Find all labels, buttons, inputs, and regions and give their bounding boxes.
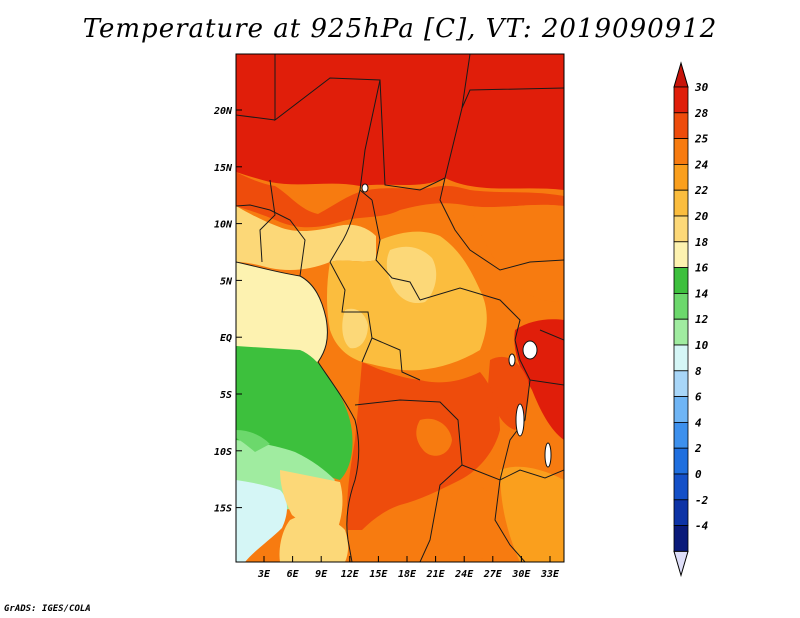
colorbar-segment xyxy=(673,396,689,423)
lat-tick-label: 20N xyxy=(213,106,233,117)
lat-tick-label: 10N xyxy=(214,220,233,231)
colorbar-segment xyxy=(673,86,689,114)
colorbar-segment xyxy=(673,241,689,269)
lat-tick-label: 10S xyxy=(214,447,232,458)
lon-tick-label: 12E xyxy=(341,569,360,580)
colorbar-segment xyxy=(673,163,689,191)
lon-tick-label: 27E xyxy=(483,569,503,580)
country-borders xyxy=(236,54,564,562)
lat-tick-label: 15S xyxy=(214,504,232,515)
colorbar-segment xyxy=(673,215,689,243)
colorbar-label: 6 xyxy=(695,391,702,404)
lon-tick-label: 3E xyxy=(257,569,271,580)
lon-tick-label: 24E xyxy=(454,569,474,580)
colorbar-segment xyxy=(673,447,689,475)
lakes xyxy=(361,183,552,468)
lat-tick-label: EQ xyxy=(220,333,232,344)
chart-title: Temperature at 925hPa [C], VT: 201909091… xyxy=(82,14,718,44)
lon-tick-label: 18E xyxy=(398,569,417,580)
colorbar-segment xyxy=(673,189,689,217)
colorbar-label: 28 xyxy=(694,107,709,120)
colorbar-segment xyxy=(673,473,689,501)
latitude-axis: 20N 15N 10N 5N EQ 5S 10S 15S xyxy=(213,106,242,515)
colorbar-label: 2 xyxy=(694,442,702,455)
colorbar-label: 22 xyxy=(694,184,709,197)
colorbar-label: 18 xyxy=(695,236,709,249)
colorbar-label: 12 xyxy=(695,313,709,326)
colorbar-label: -2 xyxy=(695,494,709,507)
lon-tick-label: 6E xyxy=(287,569,300,580)
colorbar-segment xyxy=(673,292,689,320)
colorbar-label: 8 xyxy=(695,365,702,378)
colorbar-label: 25 xyxy=(694,133,709,146)
colorbar-top-arrow xyxy=(673,61,689,88)
temperature-field xyxy=(236,54,564,562)
map-frame xyxy=(235,53,565,563)
lat-tick-label: 5N xyxy=(220,276,233,287)
colorbar-segment xyxy=(673,370,689,397)
colorbar-segment xyxy=(673,499,689,526)
colorbar-label: 10 xyxy=(695,339,709,352)
colorbar-label: 24 xyxy=(694,158,709,171)
colorbar-segment xyxy=(673,344,689,372)
longitude-axis: 3E 6E 9E 12E 15E 18E 21E 24E 27E 30E 33E xyxy=(257,556,560,580)
colorbar-bottom-arrow xyxy=(673,550,689,578)
colorbar-segment xyxy=(673,138,689,165)
grads-credit: GrADS: IGES/COLA xyxy=(4,604,91,614)
lon-tick-label: 30E xyxy=(511,569,531,580)
lon-tick-label: 33E xyxy=(540,569,560,580)
colorbar-segment xyxy=(673,267,689,294)
colorbar-label: 0 xyxy=(695,468,702,481)
colorbar-segment xyxy=(673,112,689,140)
lat-tick-label: 5S xyxy=(220,390,232,401)
colorbar-segment xyxy=(673,318,689,346)
colorbar-label: -4 xyxy=(695,520,709,533)
colorbar-label: 4 xyxy=(695,416,702,429)
lon-tick-label: 15E xyxy=(369,569,388,580)
colorbar-label: 14 xyxy=(695,287,709,300)
colorbar-label: 16 xyxy=(695,262,709,275)
colorbar-segment xyxy=(673,525,689,552)
lat-tick-label: 15N xyxy=(214,163,233,174)
colorbar-segment xyxy=(673,421,689,449)
lon-tick-label: 9E xyxy=(315,569,328,580)
colorbar-label: 20 xyxy=(694,210,709,223)
lon-tick-label: 21E xyxy=(426,569,446,580)
colorbar-label: 30 xyxy=(694,81,709,94)
